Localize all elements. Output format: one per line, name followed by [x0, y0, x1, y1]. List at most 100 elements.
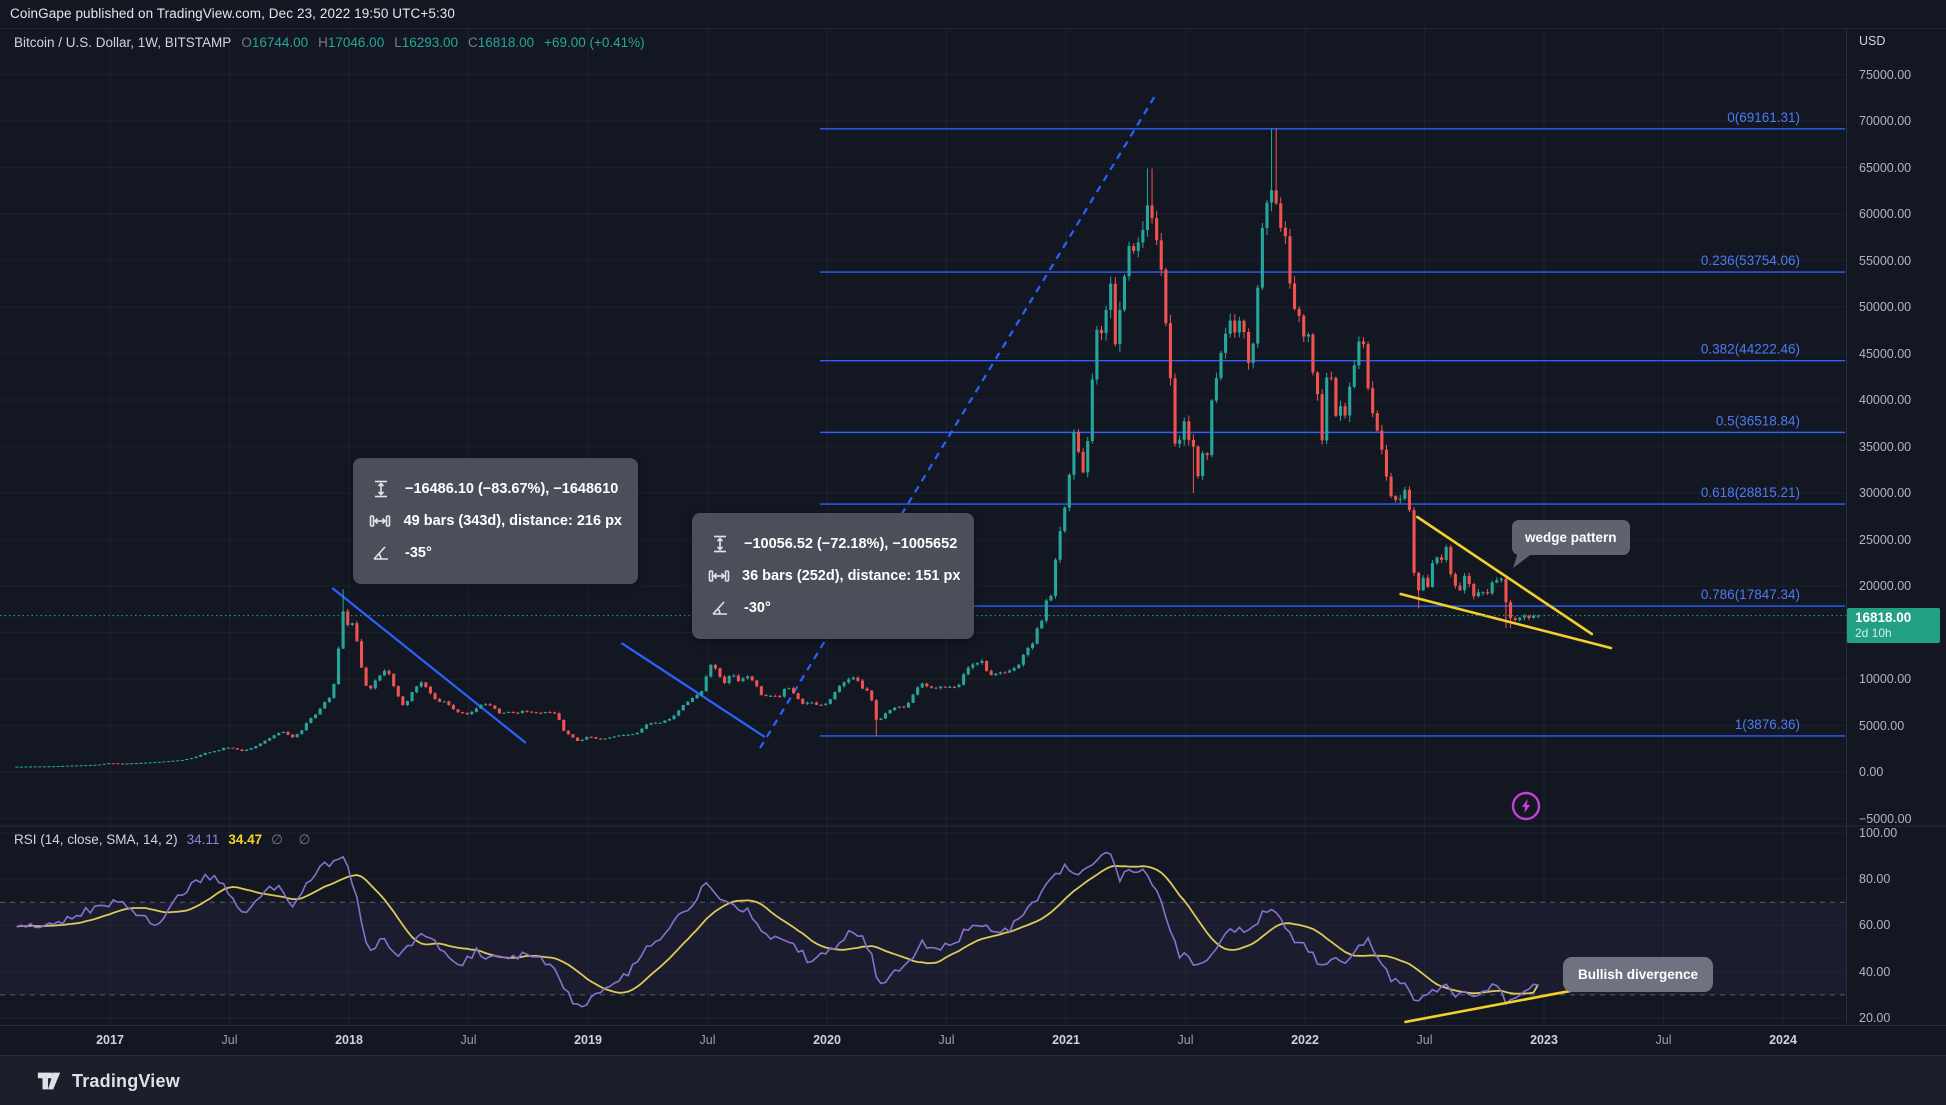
price-axis-label: 75000.00 — [1859, 67, 1912, 82]
measure-text: 49 bars (343d), distance: 216 px — [403, 513, 622, 529]
ohlc-letter: H — [318, 35, 328, 50]
time-axis-label: 2017 — [96, 1033, 124, 1047]
fib-level-label: 0.786(17847.34) — [1701, 587, 1800, 602]
publish-attribution: CoinGape published on TradingView.com, D… — [10, 6, 456, 21]
rsi-axis-label: 100.00 — [1859, 825, 1898, 840]
time-axis-label: 2019 — [574, 1033, 602, 1047]
price-axis-label: 60000.00 — [1859, 207, 1912, 221]
footer-bar: TradingView — [0, 1055, 1946, 1105]
bullish-divergence-callout[interactable]: Bullish divergence — [1563, 957, 1714, 992]
header-divider — [0, 28, 1946, 29]
price-axis-label: 20000.00 — [1859, 579, 1912, 593]
rsi-axis-label: 40.00 — [1859, 964, 1891, 979]
downtrend-2018 — [331, 587, 527, 744]
wedge-trendlines[interactable] — [1399, 515, 1613, 650]
fib-level-label: 0.236(53754.06) — [1701, 253, 1800, 268]
tradingview-logo-icon — [37, 1072, 61, 1090]
fib-level-label: 1(3876.36) — [1735, 717, 1800, 732]
height-measure-icon — [369, 480, 393, 498]
price-axis-label: 35000.00 — [1859, 439, 1912, 454]
fib-level-label: 0.382(44222.46) — [1701, 342, 1800, 357]
rsi-sma-value: 34.47 — [228, 832, 263, 847]
time-axis-label: Jul — [221, 1033, 238, 1047]
price-axis-label: 10000.00 — [1859, 672, 1912, 686]
time-axis-label: Jul — [1416, 1033, 1433, 1047]
measure-text: -35° — [405, 545, 432, 561]
time-axis-label: Jul — [460, 1033, 477, 1047]
price-axis-label: 5000.00 — [1859, 718, 1905, 733]
last-price-tag: 16818.00 2d 10h — [1847, 608, 1940, 643]
rsi-value: 34.11 — [186, 832, 220, 847]
fib-level-label: 0(69161.31) — [1727, 110, 1800, 125]
fib-level-label: 0.618(28815.21) — [1701, 485, 1800, 500]
fib-retracement[interactable]: 0(69161.31) 0.236(53754.06) 0.382(44222.46… — [820, 110, 1845, 737]
time-axis-label: 2024 — [1769, 1033, 1797, 1047]
last-price-value: 16818.00 — [1855, 610, 1912, 625]
rsi-sma-line — [16, 864, 1539, 995]
price-axis-label: 55000.00 — [1859, 253, 1912, 268]
ohlc-value: 16818.00 — [477, 35, 535, 50]
price-change: +69.00 (+0.41%) — [544, 35, 645, 50]
ohlc-value: 16293.00 — [401, 35, 459, 50]
time-axis-label: Jul — [1177, 1033, 1194, 1047]
tradingview-brand-text: TradingView — [72, 1070, 180, 1091]
time-axis-label: 2020 — [813, 1033, 841, 1047]
price-axis-label: 45000.00 — [1859, 346, 1912, 361]
wedge-pattern-callout[interactable]: wedge pattern — [1512, 520, 1630, 555]
bars-distance-icon — [708, 568, 730, 584]
rsi-band — [0, 901, 1846, 996]
uptrend-2021 — [759, 92, 1158, 749]
rsi-indicator-legend[interactable]: RSI (14, close, SMA, 14, 2) 34.11 34.47 ∅ ∅ — [14, 832, 316, 848]
angle-icon — [369, 545, 393, 561]
measure-row: -30° — [708, 595, 958, 621]
currency-label: USD — [1859, 34, 1886, 48]
measure-row: -35° — [369, 540, 622, 566]
ohlc-letter: C — [468, 35, 478, 50]
measure-row: 49 bars (343d), distance: 216 px — [369, 508, 622, 534]
height-measure-icon — [708, 535, 732, 553]
price-axis-label: 70000.00 — [1859, 114, 1912, 128]
angle-icon — [708, 600, 732, 616]
price-axis-label: 40000.00 — [1859, 393, 1912, 407]
rsi-axis-label: 20.00 — [1859, 1011, 1891, 1025]
price-axis[interactable]: USD 75000.00 70000.00 65000.00 60000.00 5500… — [1846, 28, 1946, 1025]
rsi-plot — [16, 851, 1539, 1008]
ohlc-value: 16744.00 — [251, 35, 309, 50]
time-axis-label: 2022 — [1291, 1033, 1319, 1047]
measure-text: -30° — [744, 600, 771, 616]
measure-text: 36 bars (252d), distance: 151 px — [742, 568, 961, 584]
measure-tooltip-2019: −10056.52 (−72.18%), −1005652 36 bars (25… — [692, 513, 974, 639]
price-axis-label: −5000.00 — [1859, 811, 1912, 826]
symbol-title: Bitcoin / U.S. Dollar, 1W, BITSTAMP — [14, 35, 232, 50]
divergence-trendline[interactable] — [1404, 989, 1572, 1024]
rsi-axis-label: 80.00 — [1859, 872, 1891, 887]
lightning-icon[interactable] — [1511, 791, 1541, 821]
measure-row: −10056.52 (−72.18%), −1005652 — [708, 531, 958, 557]
price-axis-label: 50000.00 — [1859, 300, 1912, 314]
bars-distance-icon — [369, 513, 392, 529]
price-axis-label: 30000.00 — [1859, 486, 1912, 500]
measure-text: −10056.52 (−72.18%), −1005652 — [744, 536, 958, 552]
ohlc-value: 17046.00 — [327, 35, 385, 50]
measure-row: −16486.10 (−83.67%), −1648610 — [369, 476, 622, 502]
measure-text: −16486.10 (−83.67%), −1648610 — [405, 481, 619, 497]
ohlc-letter: L — [394, 35, 402, 50]
time-axis-label: Jul — [1655, 1033, 1672, 1047]
tradingview-logo[interactable]: TradingView — [36, 1068, 180, 1094]
measure-row: 36 bars (252d), distance: 151 px — [708, 563, 961, 589]
symbol-legend[interactable]: Bitcoin / U.S. Dollar, 1W, BITSTAMP O1674… — [14, 35, 645, 50]
rsi-empty-values: ∅ ∅ — [271, 832, 317, 847]
price-axis-label: 0.00 — [1859, 765, 1884, 779]
time-axis-label: 2021 — [1052, 1033, 1080, 1047]
time-axis[interactable]: 2017 Jul 2018 Jul 2019 Jul 2020 Jul 2021 Jul 2022 J… — [0, 1025, 1946, 1056]
rsi-title: RSI (14, close, SMA, 14, 2) — [14, 832, 178, 847]
time-axis-label: Jul — [699, 1033, 716, 1047]
price-axis-label: 65000.00 — [1859, 160, 1912, 175]
trendlines[interactable] — [331, 92, 1158, 749]
candlestick-series — [15, 128, 1540, 768]
downtrend-2019 — [620, 642, 766, 738]
time-axis-label: Jul — [938, 1033, 955, 1047]
rsi-axis-label: 60.00 — [1859, 918, 1891, 933]
time-axis-label: 2018 — [335, 1033, 363, 1047]
